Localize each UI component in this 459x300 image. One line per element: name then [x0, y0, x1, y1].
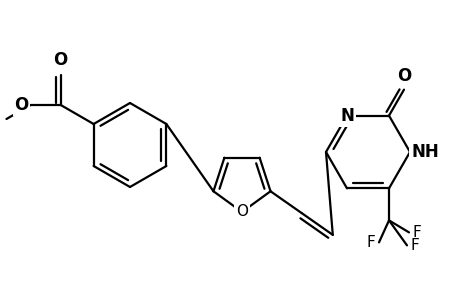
Text: F: F [365, 235, 374, 250]
Text: O: O [14, 96, 28, 114]
Text: N: N [339, 106, 353, 124]
Text: O: O [54, 51, 67, 69]
Text: F: F [410, 238, 419, 253]
Text: F: F [412, 225, 421, 240]
Text: O: O [235, 205, 247, 220]
Text: NH: NH [411, 143, 439, 161]
Text: O: O [396, 67, 410, 85]
